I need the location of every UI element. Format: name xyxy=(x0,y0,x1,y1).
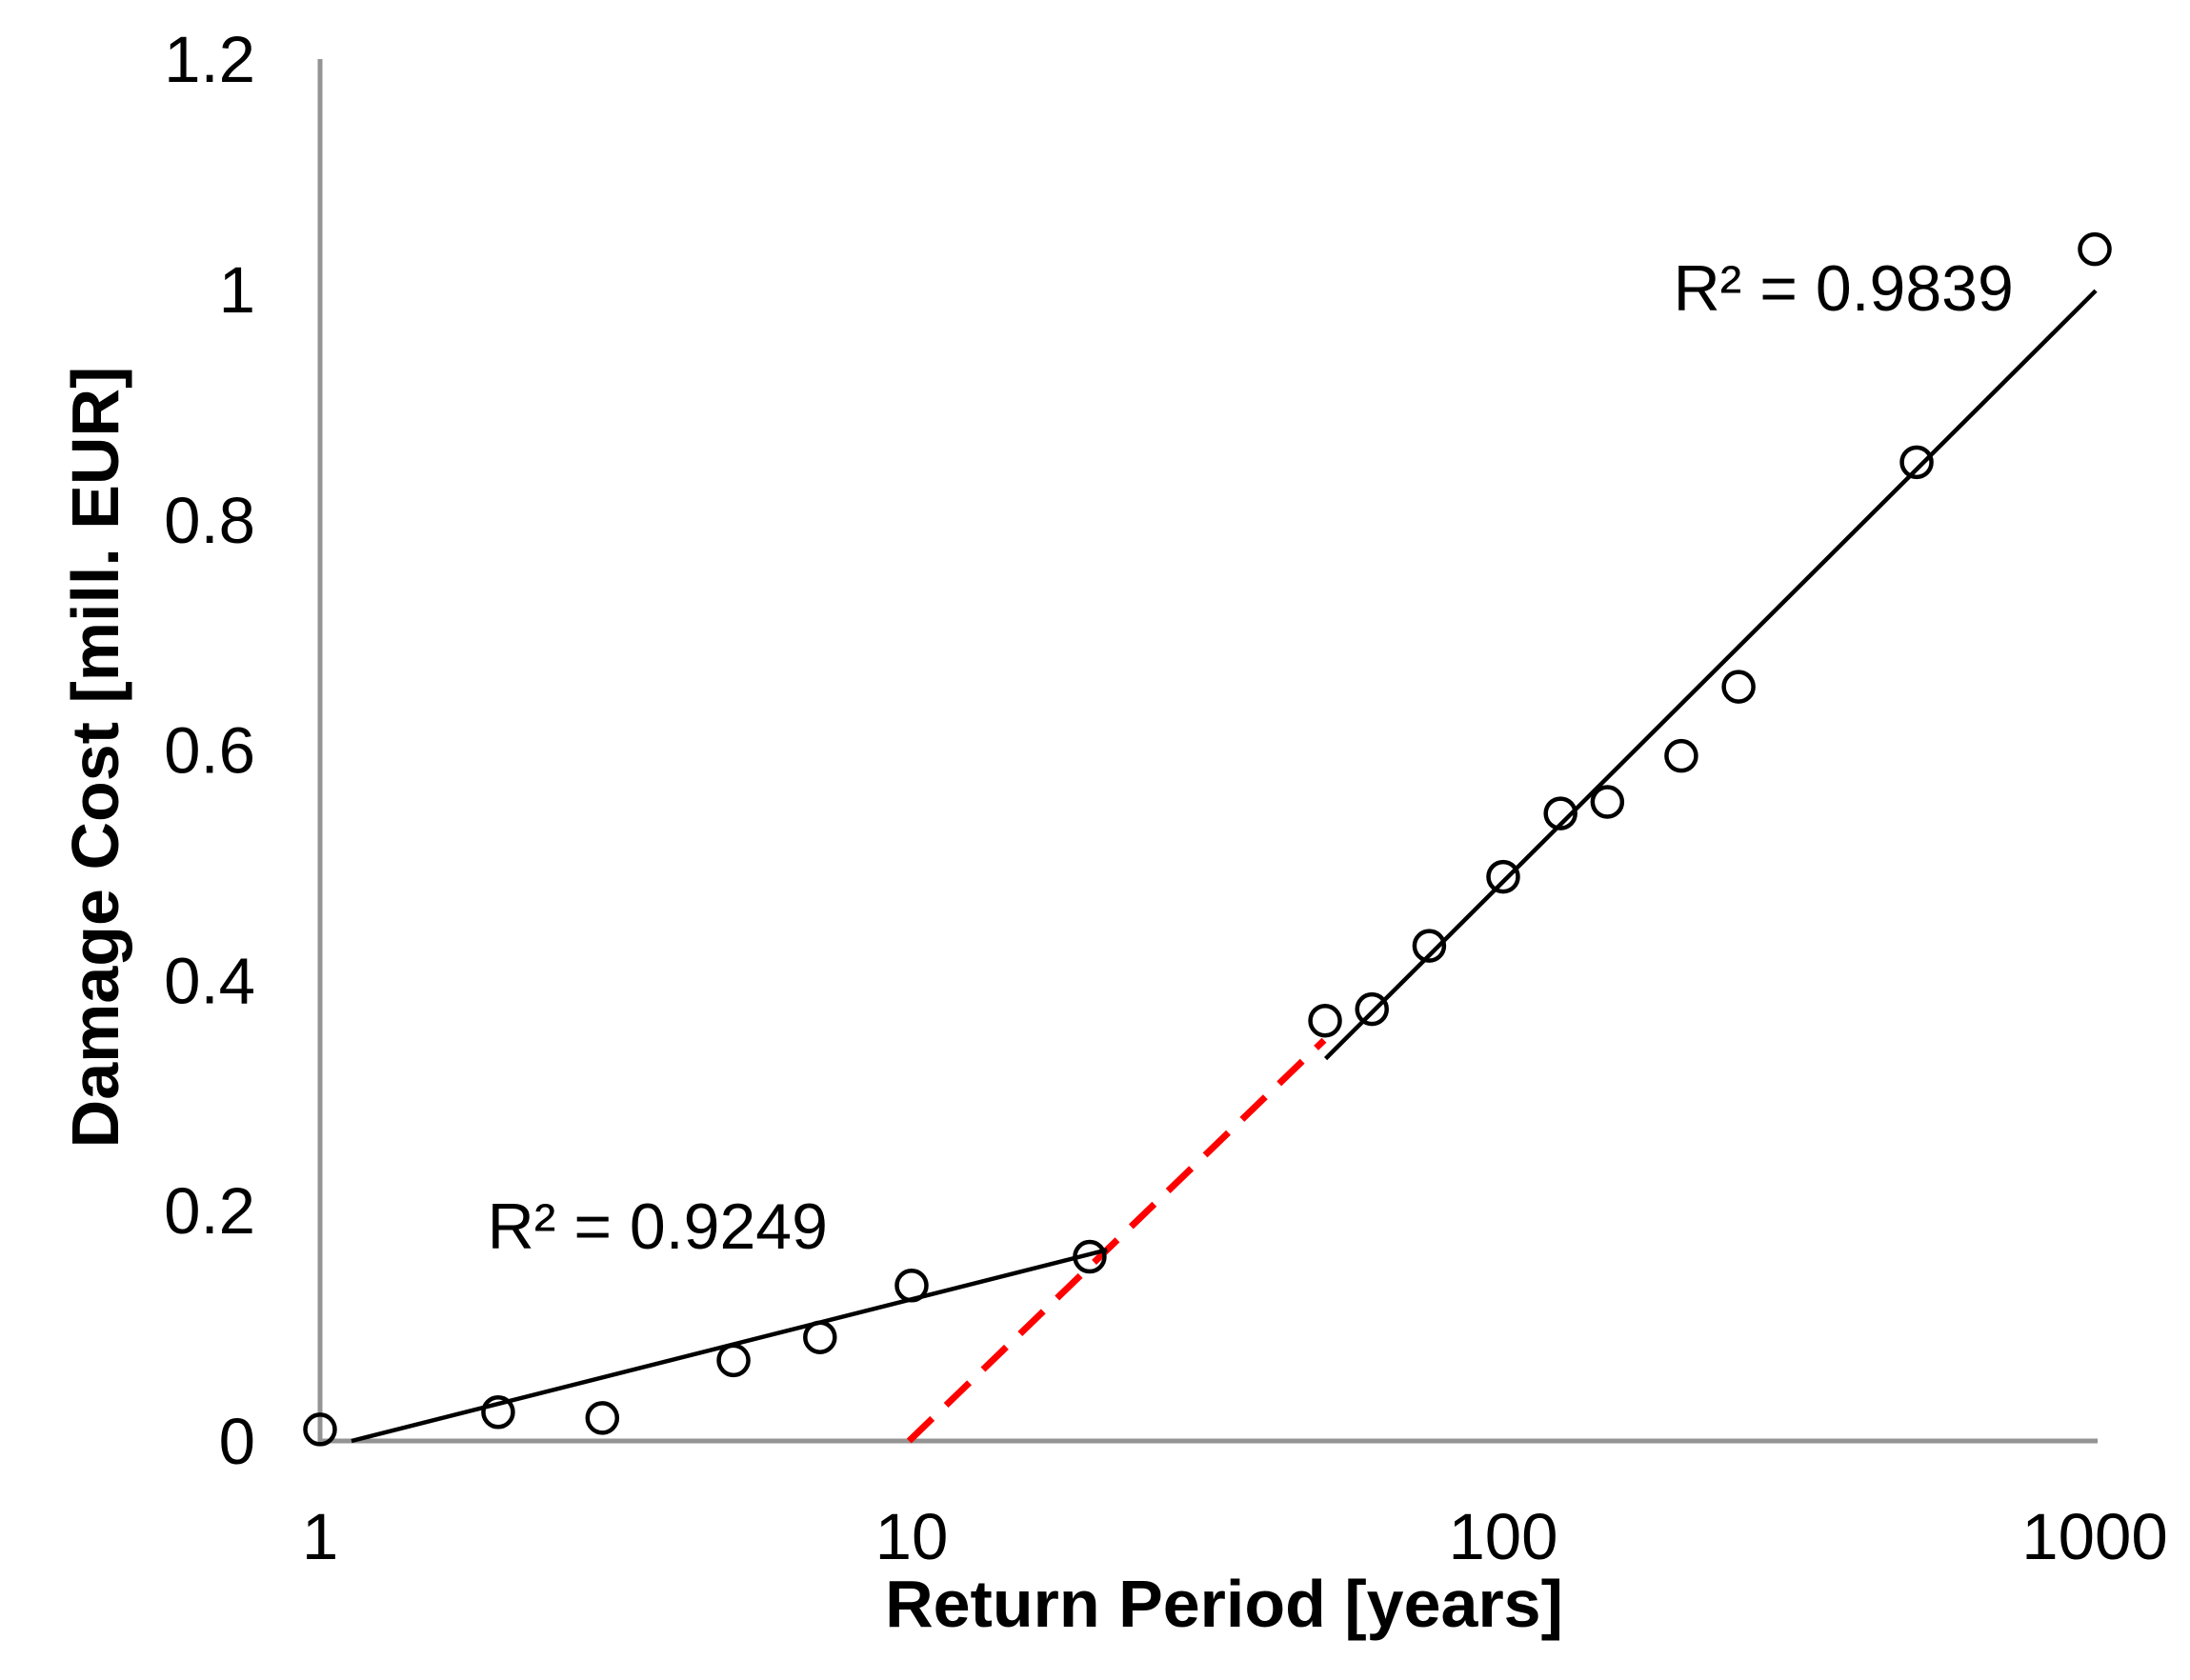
damage-cost-observations-point xyxy=(803,1320,837,1354)
damage-cost-observations-point xyxy=(1486,859,1520,894)
damage-cost-observations-point xyxy=(716,1343,751,1378)
upper-trendline xyxy=(1324,289,2098,1061)
damage-cost-observations-point xyxy=(2078,231,2112,267)
damage-cost-observations-point xyxy=(1899,445,1934,480)
x-tick-label: 10 xyxy=(875,1500,949,1573)
damage-cost-observations-point xyxy=(1664,738,1698,773)
x-tick-label: 100 xyxy=(1448,1500,1557,1573)
damage-cost-observations-point xyxy=(585,1401,620,1435)
y-tick-label: 1 xyxy=(219,253,255,327)
y-tick-label: 0.2 xyxy=(164,1174,255,1248)
x-tick-label: 1000 xyxy=(2021,1500,2168,1573)
damage-cost-observations-point xyxy=(1590,785,1625,819)
damage-cost-observations-point xyxy=(1543,796,1577,830)
damage-cost-observations-point xyxy=(303,1412,337,1447)
y-tick-label: 0.4 xyxy=(164,944,255,1017)
y-tick-label: 0.6 xyxy=(164,714,255,788)
y-tick-label: 0.8 xyxy=(164,484,255,557)
x-axis-title: Return Period [years] xyxy=(885,1567,1563,1641)
y-tick-label: 1.2 xyxy=(164,23,255,96)
damage-cost-observations-point xyxy=(1721,670,1756,704)
damage-cost-observations-point xyxy=(1355,991,1389,1027)
x-tick-label: 1 xyxy=(302,1500,338,1573)
damage-cost-observations-point xyxy=(481,1395,515,1430)
y-axis-title: Damage Cost [mill. EUR] xyxy=(58,366,132,1149)
damage-cost-observations-point xyxy=(1073,1239,1107,1274)
extrapolated-trendline xyxy=(906,1037,1327,1444)
damage-cost-observations-point xyxy=(1412,929,1447,963)
r2-annotation-upper: R² = 0.9839 xyxy=(1673,251,2014,325)
y-tick-label: 0 xyxy=(219,1405,255,1478)
damage-cost-observations-point xyxy=(894,1269,929,1303)
damage-cost-observations-point xyxy=(1308,1003,1342,1038)
r2-annotation-lower: R² = 0.9249 xyxy=(487,1190,828,1264)
